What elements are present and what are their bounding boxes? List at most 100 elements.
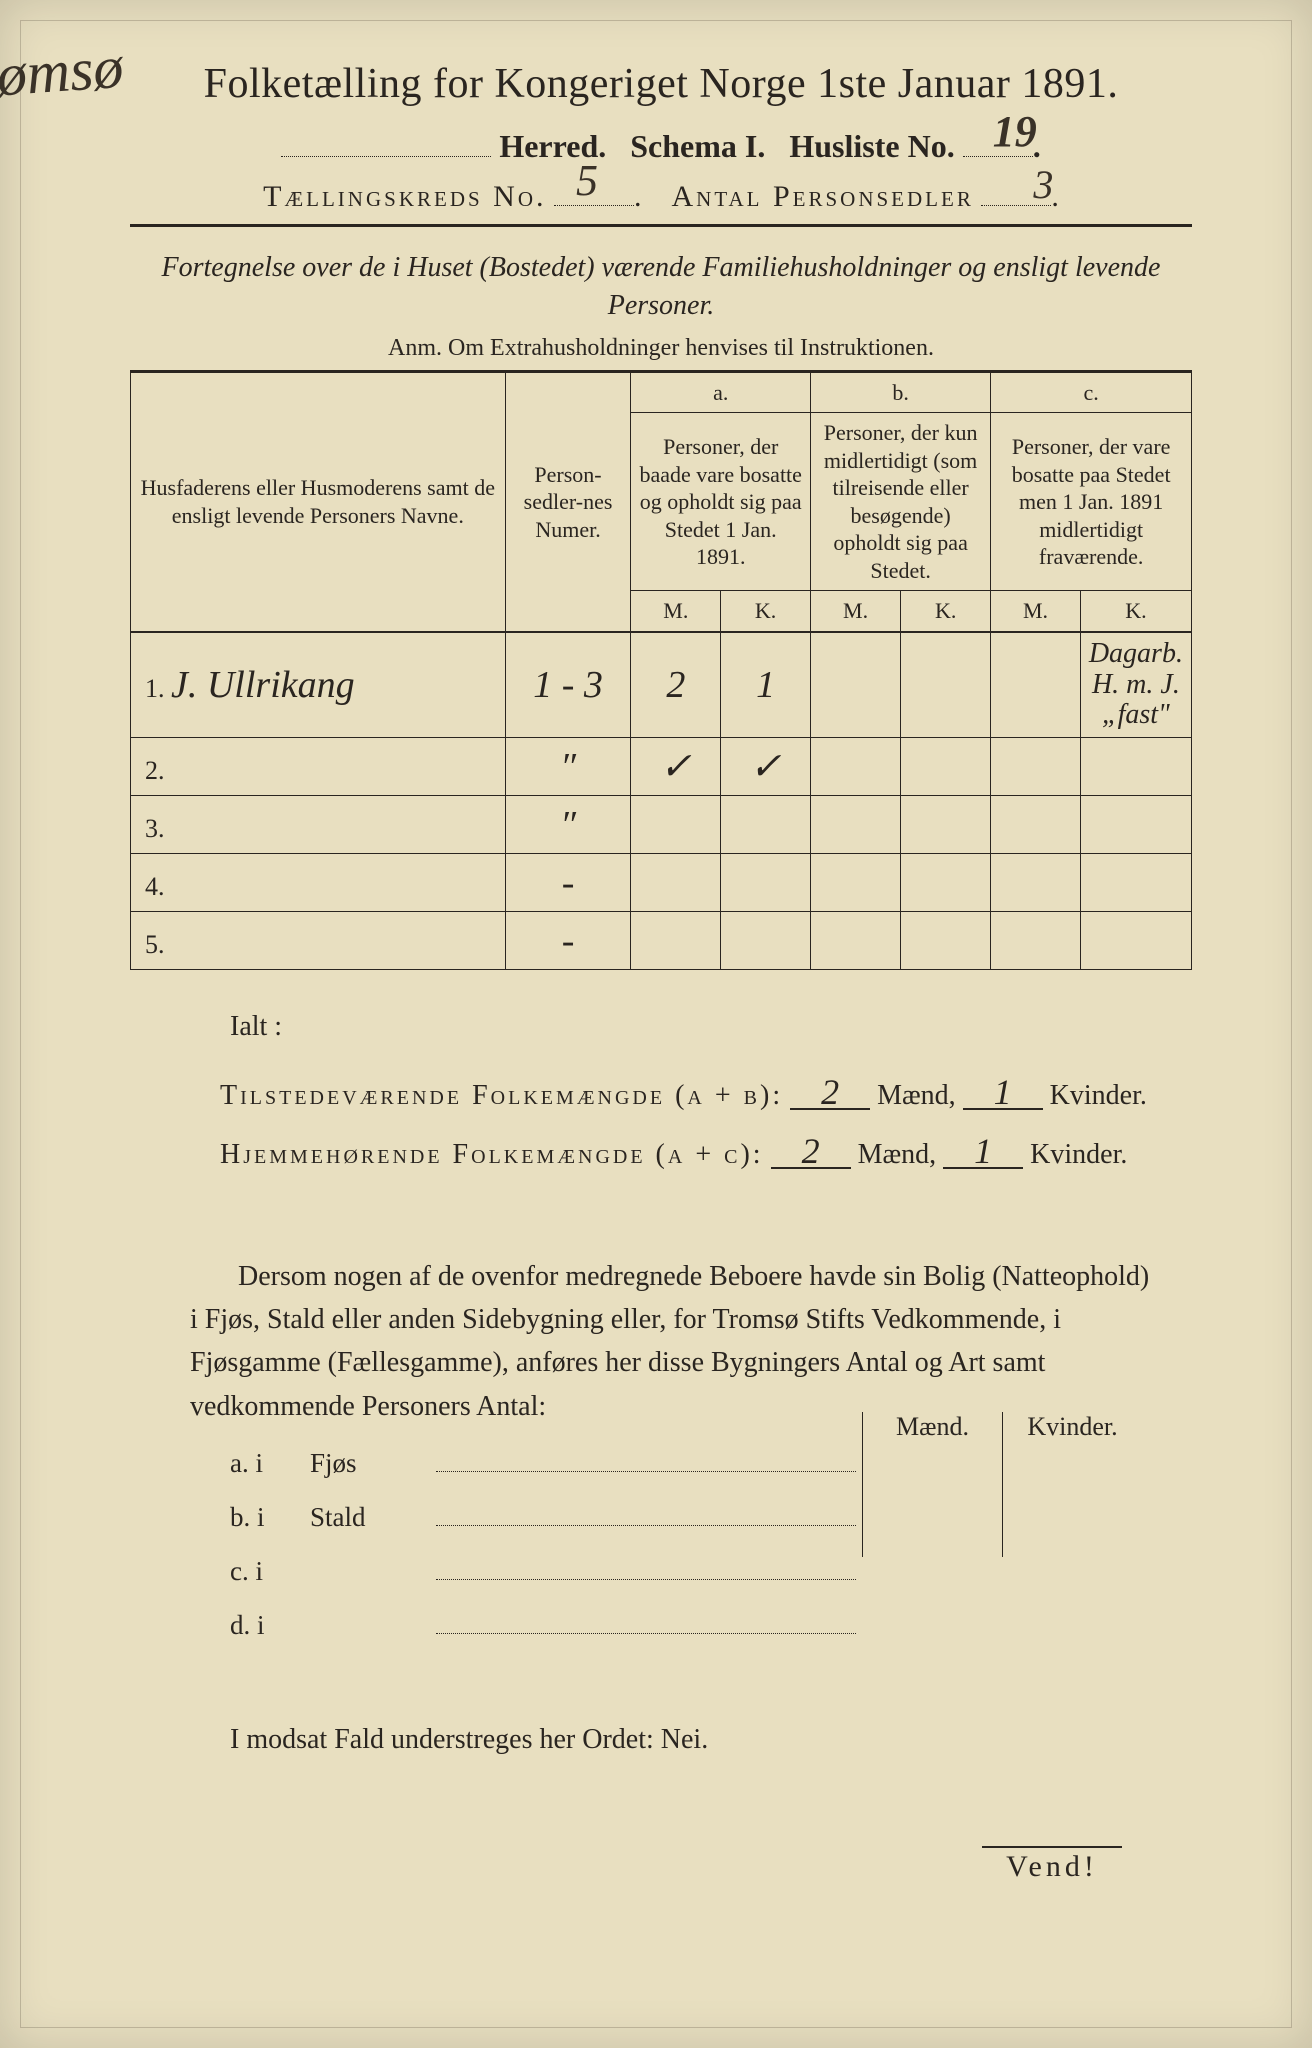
th-c-head: c. — [991, 372, 1192, 413]
ialt-label: Ialt : — [230, 998, 1162, 1057]
cell-name: 4. — [131, 854, 506, 912]
bot-word: Stald — [310, 1502, 430, 1533]
bot-lbl: c. i — [230, 1556, 310, 1587]
cell-b_k — [901, 796, 991, 854]
cell-psed: - — [505, 912, 631, 970]
hjemme-row: Hjemmehørende Folkemængde (a + c): 2 Mæn… — [220, 1126, 1162, 1185]
cell-name: 1. J. Ullrikang — [131, 632, 506, 738]
bot-cell-m — [862, 1452, 1002, 1557]
tilstede-label: Tilstedeværende Folkemængde (a + b): — [220, 1080, 783, 1111]
th-b-head: b. — [810, 372, 990, 413]
cell-c_m — [991, 912, 1081, 970]
census-form-page: Folketælling for Kongeriget Norge 1ste J… — [0, 0, 1312, 2048]
herred-handwritten: Jømsø — [0, 33, 126, 113]
antal-label: Antal Personsedler — [672, 180, 974, 213]
kvinder-label: Kvinder. — [1030, 1139, 1127, 1170]
maend-label: Mænd, — [858, 1139, 937, 1170]
cell-c_k — [1080, 796, 1191, 854]
cell-c_k — [1080, 854, 1191, 912]
bot-dots — [436, 1525, 856, 1526]
cell-a_k: ✓ — [721, 738, 811, 796]
th-c-k: K. — [1080, 591, 1191, 632]
tilstede-m: 2 — [790, 1076, 870, 1110]
paragraph: Dersom nogen af de ovenfor medregnede Be… — [190, 1255, 1162, 1429]
anm-note: Anm. Om Extrahusholdninger henvises til … — [100, 335, 1222, 362]
vend-text: Vend! — [982, 1846, 1122, 1884]
th-num: Person-sedler-nes Numer. — [505, 372, 631, 632]
page-title: Folketælling for Kongeriget Norge 1ste J… — [100, 60, 1222, 108]
bot-head-k: Kvinder. — [1002, 1412, 1142, 1452]
cell-c_k: Dagarb. H. m. J. „fast" — [1080, 632, 1191, 738]
cell-c_k — [1080, 912, 1191, 970]
schema-label: Schema I. — [630, 128, 765, 164]
bottom-table: Mænd. Kvinder. a. iFjøsb. iStaldc. id. i — [230, 1448, 1142, 1664]
main-table: Husfaderens eller Husmoderens samt de en… — [130, 372, 1192, 970]
bot-lbl: b. i — [230, 1502, 310, 1533]
cell-b_k — [901, 912, 991, 970]
cell-a_k — [721, 796, 811, 854]
cell-psed: 1 - 3 — [505, 632, 631, 738]
bot-lbl: a. i — [230, 1448, 310, 1479]
cell-a_m — [631, 912, 721, 970]
cell-b_k — [901, 632, 991, 738]
totals-block: Ialt : Tilstedeværende Folkemængde (a + … — [220, 998, 1162, 1184]
cell-psed: - — [505, 854, 631, 912]
cell-c_m — [991, 854, 1081, 912]
cell-name: 3. — [131, 796, 506, 854]
cell-name: 2. — [131, 738, 506, 796]
cell-c_k — [1080, 738, 1191, 796]
bot-dots — [436, 1633, 856, 1634]
cell-c_m — [991, 632, 1081, 738]
cell-a_m: 2 — [631, 632, 721, 738]
cell-b_k — [901, 738, 991, 796]
header-line-3: Tællingskreds No. 5 . Antal Personsedler… — [100, 173, 1222, 214]
cell-psed: ″ — [505, 796, 631, 854]
hjemme-m: 2 — [771, 1135, 851, 1169]
husliste-no: 19 — [993, 106, 1037, 157]
modsat-line: I modsat Fald understreges her Ordet: Ne… — [230, 1724, 1222, 1756]
hjemme-k: 1 — [943, 1135, 1023, 1169]
kreds-no: 5 — [576, 155, 598, 206]
cell-a_k: 1 — [721, 632, 811, 738]
th-a-m: M. — [631, 591, 721, 632]
maend-label: Mænd, — [877, 1080, 956, 1111]
th-name: Husfaderens eller Husmoderens samt de en… — [131, 372, 506, 632]
bottom-row: c. i — [230, 1556, 1142, 1610]
table-row: 2. ″✓✓ — [131, 738, 1192, 796]
cell-a_k — [721, 912, 811, 970]
cell-b_m — [810, 632, 900, 738]
cell-a_m — [631, 796, 721, 854]
kreds-label: Tællingskreds No. — [263, 180, 546, 213]
bot-cell-k — [1002, 1452, 1142, 1557]
cell-c_m — [991, 796, 1081, 854]
cell-psed: ″ — [505, 738, 631, 796]
cell-c_m — [991, 738, 1081, 796]
bot-dots — [436, 1579, 856, 1580]
th-c: Personer, der vare bosatte paa Stedet me… — [991, 413, 1192, 591]
bot-head-m: Mænd. — [862, 1412, 1002, 1452]
th-a-k: K. — [721, 591, 811, 632]
kvinder-label: Kvinder. — [1050, 1080, 1147, 1111]
cell-name: 5. — [131, 912, 506, 970]
bot-lbl: d. i — [230, 1610, 310, 1641]
antal-no: 3 — [1033, 161, 1053, 208]
vend-footer: Vend! — [100, 1846, 1122, 1884]
divider — [130, 224, 1192, 227]
husliste-label: Husliste No. — [789, 128, 954, 164]
cell-b_k — [901, 854, 991, 912]
th-b-k: K. — [901, 591, 991, 632]
table-row: 4. - — [131, 854, 1192, 912]
th-b-m: M. — [810, 591, 900, 632]
tilstede-k: 1 — [963, 1076, 1043, 1110]
cell-b_m — [810, 912, 900, 970]
table-row: 5. - — [131, 912, 1192, 970]
cell-b_m — [810, 796, 900, 854]
cell-b_m — [810, 738, 900, 796]
cell-a_k — [721, 854, 811, 912]
subtitle: Fortegnelse over de i Huset (Bostedet) v… — [140, 249, 1182, 325]
hjemme-label: Hjemmehørende Folkemængde (a + c): — [220, 1139, 764, 1170]
cell-a_m: ✓ — [631, 738, 721, 796]
bot-dots — [436, 1471, 856, 1472]
th-a: Personer, der baade vare bosatte og opho… — [631, 413, 811, 591]
table-row: 1. J. Ullrikang1 - 321 Dagarb. H. m. J. „… — [131, 632, 1192, 738]
